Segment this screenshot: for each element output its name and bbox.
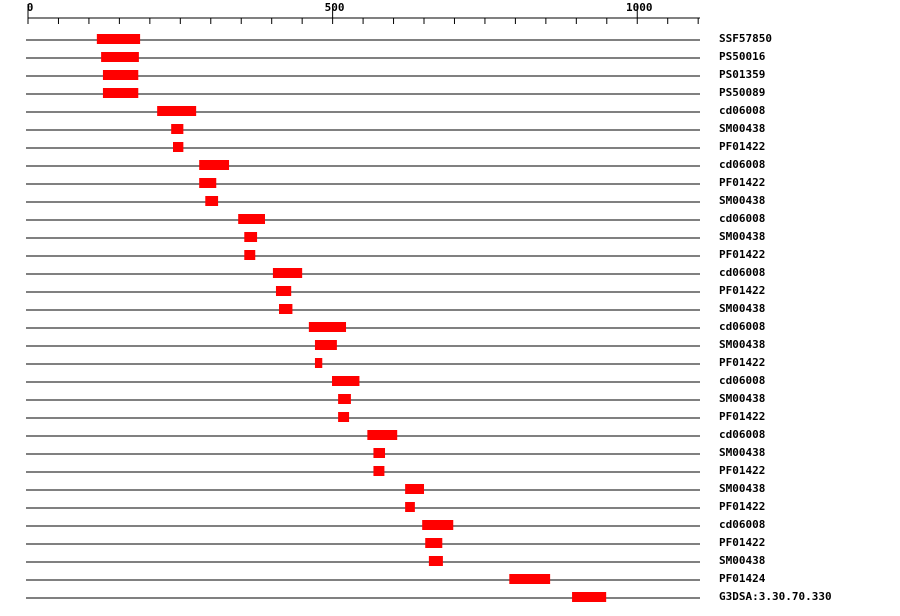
row-label: PF01422: [719, 140, 765, 153]
domain-bar: [96, 34, 141, 44]
row-label: PF01422: [719, 410, 765, 423]
domain-bar: [373, 466, 385, 476]
row-label: SM00438: [719, 554, 765, 567]
domain-bar: [405, 502, 415, 512]
domain-bar: [314, 340, 337, 350]
x-tick-label: 500: [325, 1, 345, 14]
domain-bar: [314, 358, 323, 368]
domain-bar: [101, 52, 139, 62]
row-label: SM00438: [719, 482, 765, 495]
domain-bar: [338, 394, 351, 404]
row-label: PF01422: [719, 248, 765, 261]
row-label: SM00438: [719, 338, 765, 351]
domain-bar: [308, 322, 347, 332]
domain-bar: [332, 376, 360, 386]
row-label: cd06008: [719, 320, 765, 333]
row-label: cd06008: [719, 374, 765, 387]
domain-bar: [238, 214, 265, 224]
row-label: PF01422: [719, 176, 765, 189]
row-label: SM00438: [719, 446, 765, 459]
domain-bar: [205, 196, 219, 206]
domain-bar: [199, 160, 230, 170]
domain-bar: [102, 88, 139, 98]
row-label: G3DSA:3.30.70.330: [719, 590, 832, 603]
domain-bar: [157, 106, 197, 116]
x-tick-label: 1000: [626, 1, 653, 14]
domain-bar: [373, 448, 386, 458]
domain-bar: [244, 250, 256, 260]
domain-bar: [367, 430, 398, 440]
domain-bar: [173, 142, 184, 152]
row-label: cd06008: [719, 266, 765, 279]
row-label: PF01424: [719, 572, 766, 585]
domain-bar: [244, 232, 258, 242]
row-label: cd06008: [719, 104, 765, 117]
row-label: PF01422: [719, 536, 765, 549]
row-label: SSF57850: [719, 32, 772, 45]
domain-bar: [199, 178, 217, 188]
row-label: PS01359: [719, 68, 765, 81]
domain-bar: [338, 412, 350, 422]
domain-bar: [171, 124, 184, 134]
domain-bar: [272, 268, 303, 278]
domain-bar: [405, 484, 425, 494]
row-label: cd06008: [719, 518, 765, 531]
row-label: cd06008: [719, 212, 765, 225]
x-tick-label: 0: [27, 1, 34, 14]
row-label: PF01422: [719, 284, 765, 297]
domain-bar: [425, 538, 443, 548]
row-label: cd06008: [719, 428, 765, 441]
row-label: PF01422: [719, 464, 765, 477]
row-label: PF01422: [719, 500, 765, 513]
domain-bar: [275, 286, 292, 296]
row-label: PF01422: [719, 356, 765, 369]
row-label: SM00438: [719, 122, 765, 135]
domain-bar: [428, 556, 443, 566]
domain-bar: [102, 70, 139, 80]
row-label: SM00438: [719, 392, 765, 405]
domain-bar: [279, 304, 293, 314]
domain-bar: [509, 574, 551, 584]
domain-bar: [572, 592, 607, 602]
row-label: PS50016: [719, 50, 766, 63]
domain-bar: [422, 520, 454, 530]
row-label: SM00438: [719, 230, 765, 243]
row-label: SM00438: [719, 194, 765, 207]
row-label: SM00438: [719, 302, 765, 315]
row-label: cd06008: [719, 158, 765, 171]
row-label: PS50089: [719, 86, 765, 99]
